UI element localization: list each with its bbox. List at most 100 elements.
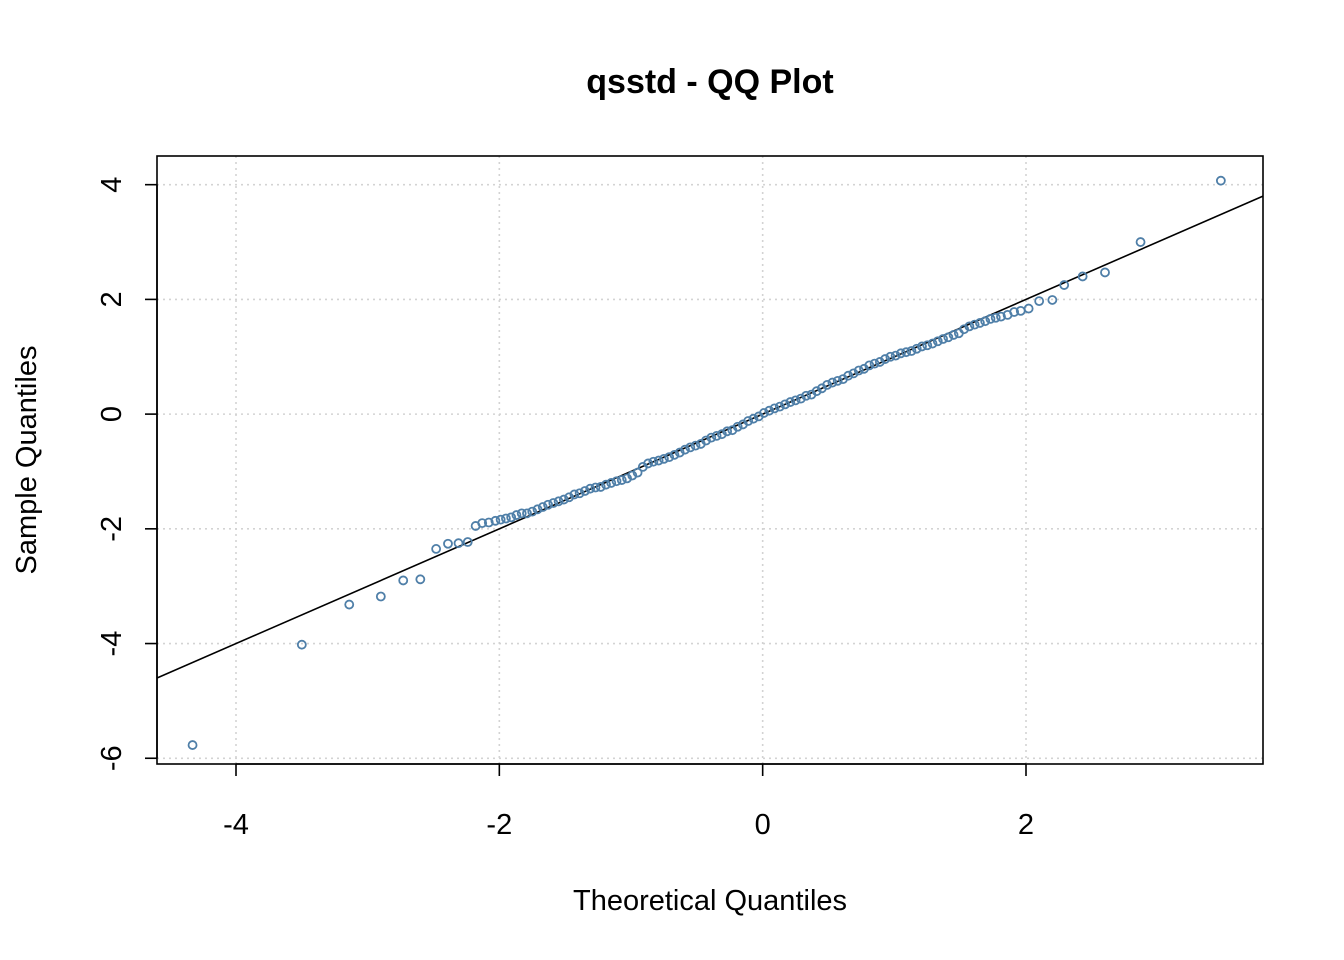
data-point (906, 346, 917, 356)
data-point (685, 442, 696, 453)
data-point (495, 514, 506, 525)
data-point (659, 453, 669, 464)
data-point (453, 538, 464, 549)
data-point (990, 312, 1001, 323)
data-point (1023, 303, 1034, 314)
data-point (483, 517, 494, 528)
data-point (1077, 271, 1088, 282)
data-point (632, 467, 643, 478)
data-point (344, 599, 355, 610)
data-point (398, 575, 409, 586)
data-point (711, 431, 722, 441)
data-point (490, 515, 501, 526)
data-point (969, 319, 980, 330)
data-point (574, 488, 585, 499)
data-point (948, 330, 959, 340)
data-point (917, 341, 927, 352)
data-point (985, 313, 996, 324)
data-point (558, 494, 569, 505)
data-point (890, 350, 901, 361)
x-tick-label: 2 (1018, 809, 1034, 841)
data-point (506, 512, 517, 523)
data-point (922, 340, 933, 351)
data-point (187, 740, 198, 750)
data-point (716, 429, 727, 440)
chart-title: qsstd - QQ Plot (586, 63, 833, 101)
data-point (516, 508, 527, 519)
data-point (795, 393, 806, 404)
data-point (848, 368, 859, 379)
data-point (648, 456, 659, 467)
data-point (606, 478, 617, 488)
x-tick-label: -2 (486, 809, 512, 841)
data-point (869, 358, 880, 369)
data-point (827, 377, 838, 388)
data-point (706, 432, 717, 443)
y-axis: -6 -4 -2 0 2 4 (96, 177, 158, 771)
data-point (690, 440, 701, 451)
grid-lines (157, 156, 1263, 764)
data-point (569, 489, 580, 500)
data-point (785, 397, 796, 407)
data-point (527, 506, 538, 517)
data-point (643, 458, 654, 469)
data-point (653, 455, 664, 466)
data-point (462, 537, 473, 547)
data-point (975, 318, 985, 328)
data-point (764, 405, 775, 416)
data-point (722, 426, 733, 437)
x-tick-label: -4 (223, 809, 249, 841)
y-tick-label: 2 (96, 291, 128, 307)
data-point (443, 538, 453, 549)
data-point (590, 482, 601, 493)
y-tick-label: 4 (96, 177, 128, 193)
data-point (511, 510, 522, 520)
data-point (296, 639, 307, 650)
data-point (548, 498, 559, 508)
data-point (580, 486, 590, 496)
x-axis-label: Theoretical Quantiles (573, 885, 847, 917)
data-point (864, 360, 875, 371)
y-axis-label: Sample Quantiles (11, 346, 43, 575)
data-point (701, 435, 711, 446)
data-point (780, 399, 790, 410)
data-point (564, 492, 575, 503)
data-point (932, 336, 943, 347)
data-point (743, 416, 754, 426)
y-tick-label: 0 (96, 406, 128, 422)
data-point (375, 591, 386, 602)
data-point (885, 351, 896, 362)
data-point (522, 508, 532, 519)
data-point (622, 473, 632, 484)
data-point (674, 447, 685, 458)
data-point (1100, 267, 1110, 278)
data-point (601, 479, 611, 490)
data-point (1215, 175, 1226, 186)
data-point (680, 444, 690, 455)
data-point (664, 452, 675, 463)
y-tick-label: -6 (96, 745, 128, 771)
data-point (938, 334, 948, 344)
data-point (616, 475, 627, 485)
data-point (832, 375, 843, 386)
data-point (1009, 307, 1020, 317)
data-point (759, 408, 769, 418)
y-tick-label: -4 (96, 631, 128, 657)
data-point (822, 379, 833, 390)
data-point (943, 332, 954, 343)
data-point (853, 365, 864, 376)
data-point (880, 354, 891, 364)
data-point (595, 482, 606, 492)
data-point (964, 321, 975, 332)
data-point (801, 390, 812, 401)
data-point (627, 470, 638, 481)
data-point (1034, 296, 1045, 307)
data-point (996, 311, 1006, 322)
data-point (415, 574, 426, 585)
data-point (477, 518, 488, 528)
data-point (774, 401, 785, 412)
data-point (537, 502, 548, 512)
data-point (843, 370, 854, 381)
x-axis: -4 -2 0 2 (223, 763, 1034, 841)
